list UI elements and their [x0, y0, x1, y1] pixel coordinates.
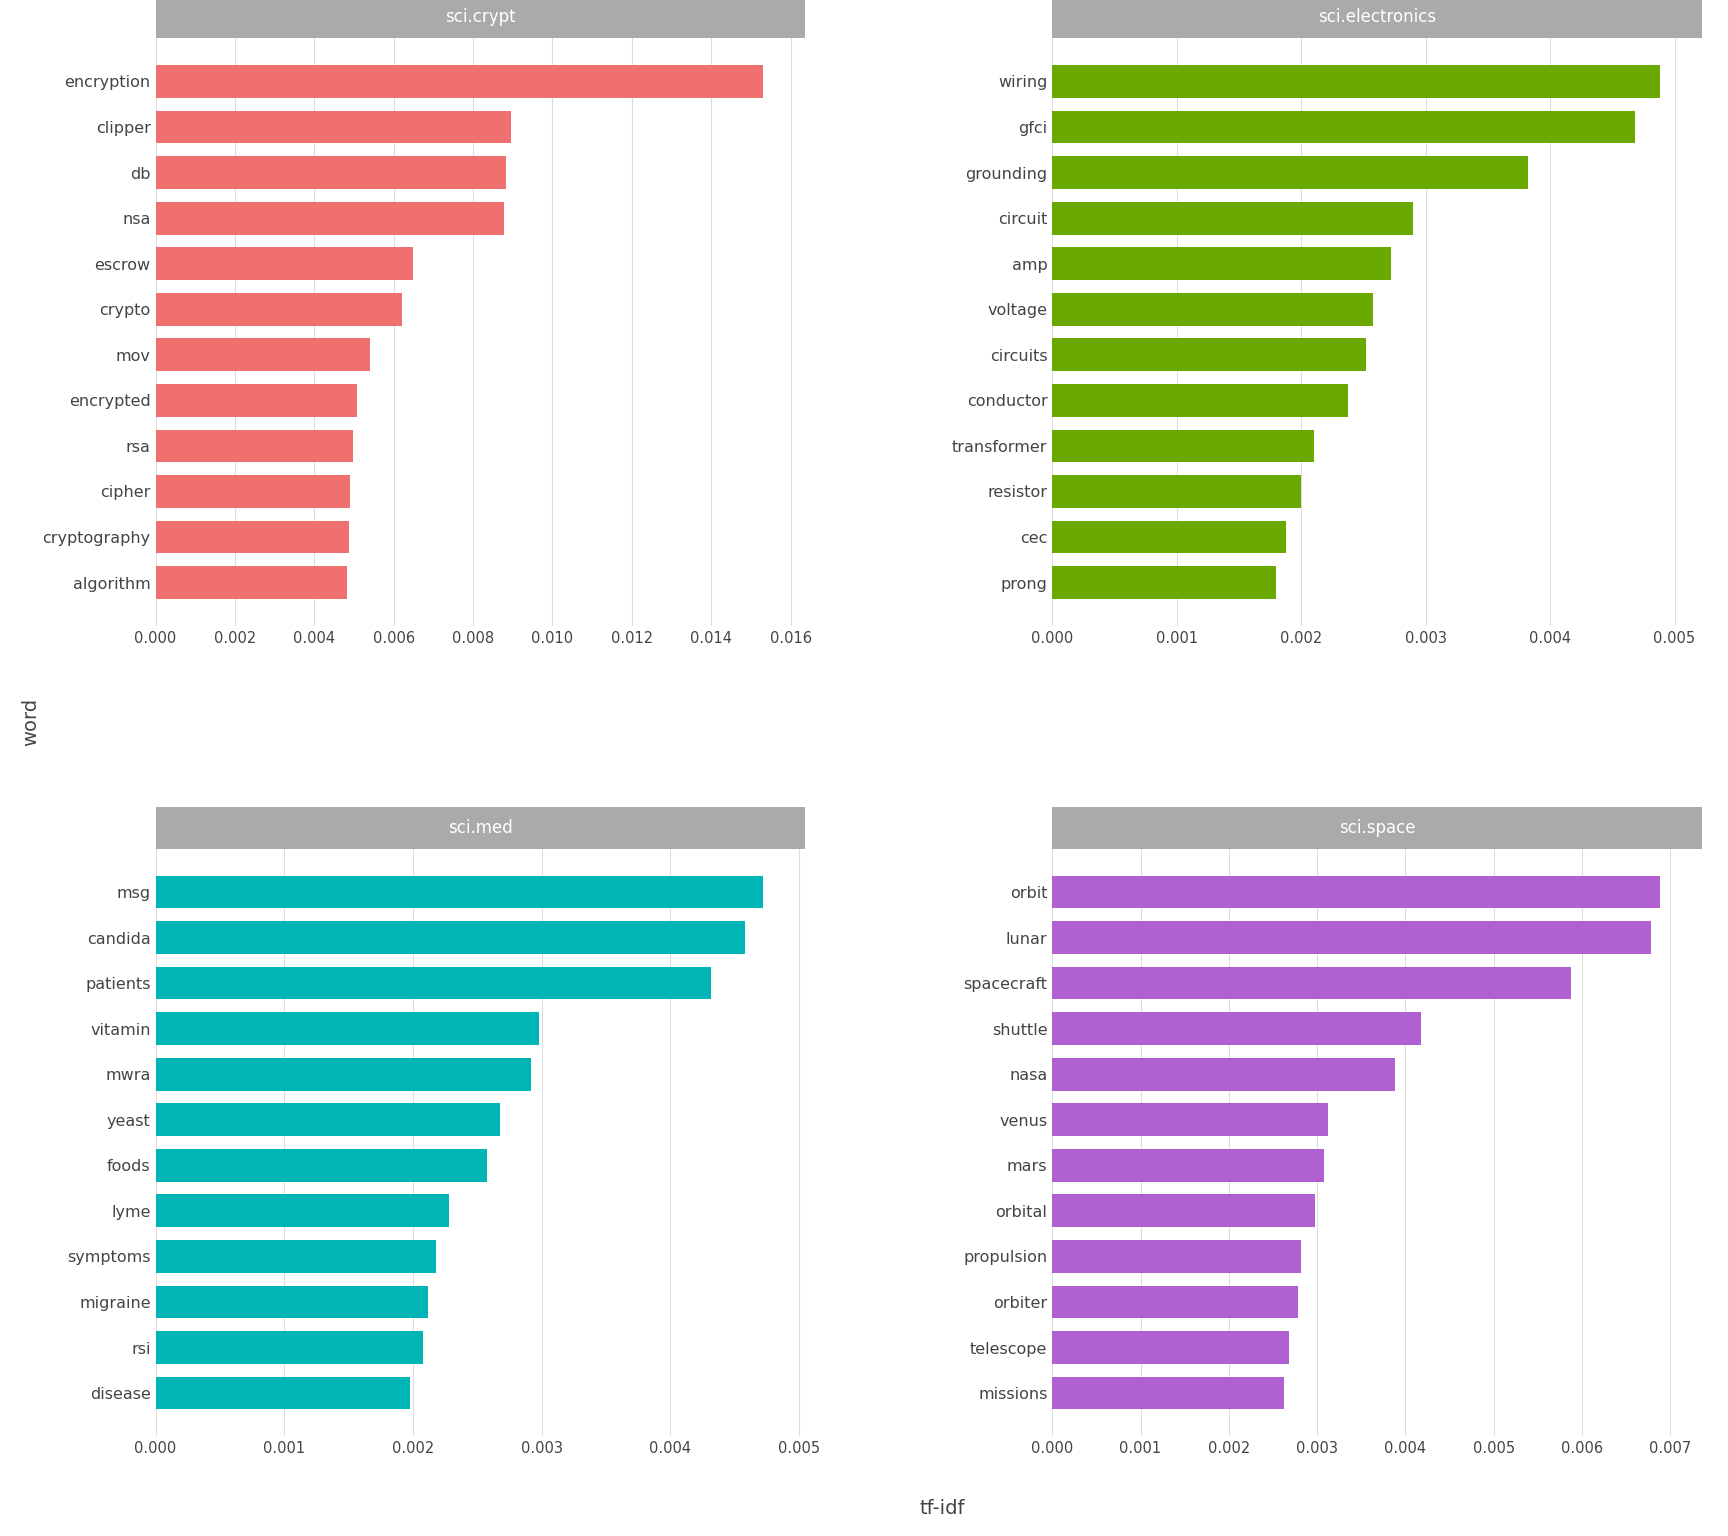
Bar [156, 1058, 530, 1091]
Text: sci.space: sci.space [1339, 819, 1415, 837]
Bar [1052, 966, 1571, 1000]
Text: tf-idf: tf-idf [919, 1499, 964, 1518]
Bar [1052, 1286, 1298, 1318]
Text: sci.med: sci.med [448, 819, 513, 837]
Bar [1052, 567, 1277, 599]
Bar [1052, 65, 1659, 98]
Bar [156, 1195, 449, 1227]
Bar [1052, 1195, 1315, 1227]
Bar [156, 521, 349, 553]
Bar [156, 1376, 410, 1410]
Bar [1052, 1376, 1284, 1410]
Bar [156, 876, 762, 908]
Bar [1052, 1103, 1327, 1137]
Bar [156, 111, 511, 143]
Bar [1052, 384, 1348, 416]
Bar [1052, 0, 1702, 38]
Bar [1052, 922, 1650, 954]
Bar [1052, 1012, 1420, 1044]
Bar [156, 384, 358, 416]
Bar [156, 475, 351, 508]
Bar [156, 293, 401, 326]
Bar [156, 966, 712, 1000]
Bar [156, 567, 347, 599]
Bar [156, 1012, 539, 1044]
Text: sci.crypt: sci.crypt [446, 8, 515, 26]
Bar [1052, 521, 1286, 553]
Bar [156, 1332, 423, 1364]
Bar [1052, 1240, 1301, 1273]
Bar [1052, 1149, 1324, 1181]
Bar [1052, 201, 1414, 235]
Bar [1052, 475, 1301, 508]
Bar [1052, 338, 1365, 372]
Bar [1052, 876, 1659, 908]
Bar [156, 1286, 429, 1318]
Text: sci.electronics: sci.electronics [1318, 8, 1436, 26]
Bar [156, 922, 745, 954]
Bar [1052, 157, 1528, 189]
Bar [156, 247, 413, 280]
Bar [156, 1240, 435, 1273]
Bar [156, 430, 353, 462]
Bar [156, 1103, 501, 1137]
Bar [1052, 247, 1391, 280]
Bar [156, 806, 805, 849]
Bar [156, 338, 370, 372]
Bar [156, 1149, 487, 1181]
Bar [1052, 293, 1374, 326]
Bar [1052, 430, 1313, 462]
Bar [1052, 1332, 1289, 1364]
Bar [156, 0, 805, 38]
Bar [1052, 111, 1635, 143]
Bar [1052, 806, 1702, 849]
Bar [1052, 1058, 1394, 1091]
Bar [156, 157, 506, 189]
Bar [156, 65, 762, 98]
Bar [156, 201, 505, 235]
Text: word: word [22, 697, 40, 746]
